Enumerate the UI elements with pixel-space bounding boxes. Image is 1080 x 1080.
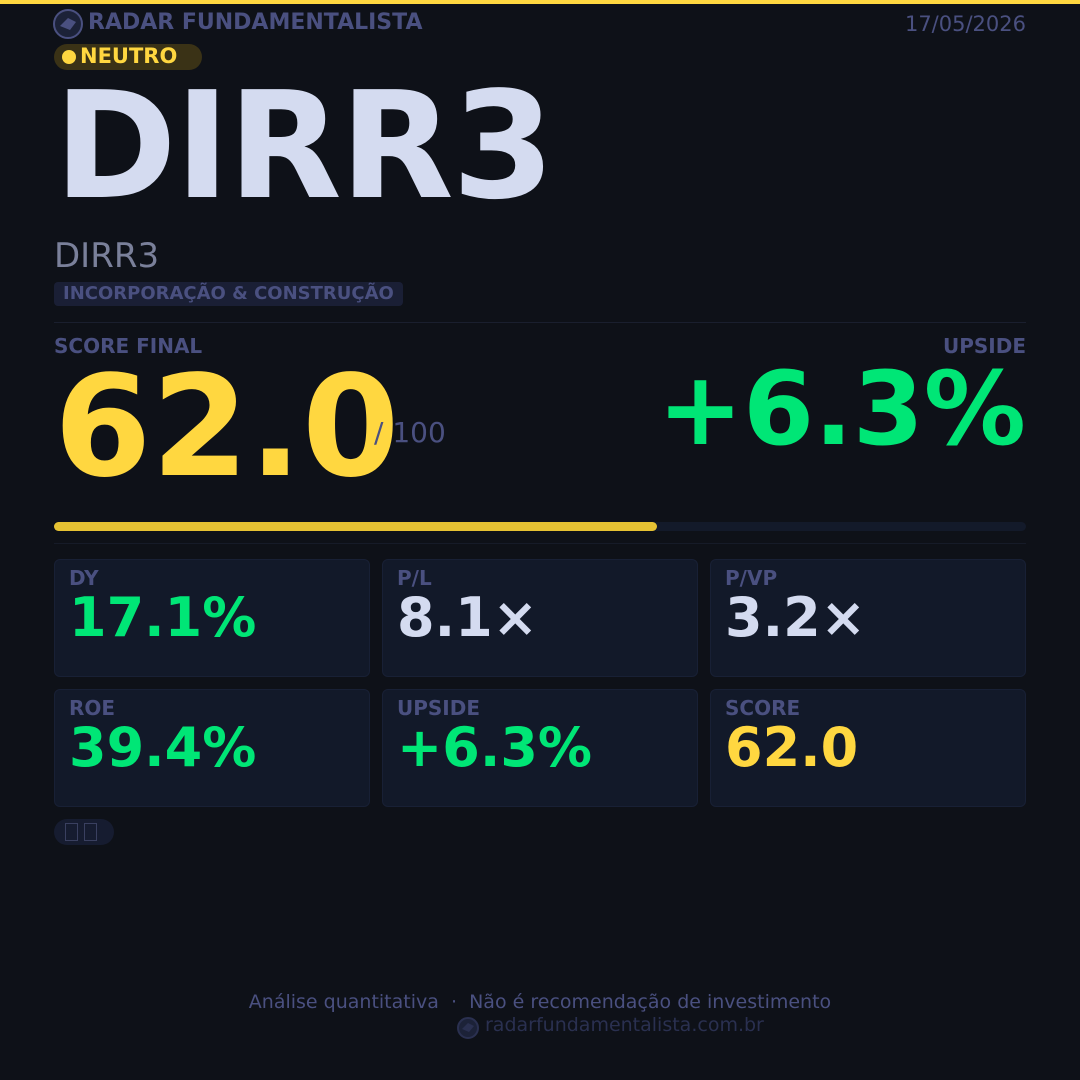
score-title: SCORE FINAL	[54, 334, 203, 358]
metric-value: 17.1%	[69, 586, 257, 649]
missing-glyph	[65, 823, 78, 841]
sector: INCORPORAÇÃO & CONSTRUÇÃO	[54, 282, 403, 306]
emoji-chip	[54, 819, 114, 845]
top-bar	[0, 0, 1080, 4]
metric-card: P/VP 3.2×	[710, 559, 1026, 677]
badge: NEUTRO	[54, 44, 202, 70]
footer-logo	[457, 1017, 479, 1039]
upside-value: +6.3%	[657, 350, 1026, 469]
metric-value: 62.0	[725, 716, 859, 779]
disclaimer: Análise quantitativa · Não é recomendaçã…	[248, 991, 832, 1013]
metric-value: 3.2×	[725, 586, 866, 649]
badge-text: NEUTRO	[80, 44, 178, 68]
brand: RADAR FUNDAMENTALISTA	[88, 10, 423, 35]
metric-label: ROE	[69, 696, 116, 720]
logo	[53, 9, 83, 39]
metric-card: ROE 39.4%	[54, 689, 370, 807]
metric-label: SCORE	[725, 696, 801, 720]
metric-card: DY 17.1%	[54, 559, 370, 677]
metric-value: 39.4%	[69, 716, 257, 779]
metric-label: UPSIDE	[397, 696, 481, 720]
divider	[54, 543, 1026, 544]
score-value: 62.0	[54, 346, 400, 509]
missing-glyph	[84, 823, 97, 841]
metric-value: +6.3%	[397, 716, 593, 779]
metric-label: P/VP	[725, 566, 778, 590]
date: 17/05/2026	[904, 12, 1026, 36]
score-bar	[54, 522, 657, 531]
metric-value: 8.1×	[397, 586, 538, 649]
score-track	[54, 522, 1026, 531]
metric-card: UPSIDE +6.3%	[382, 689, 698, 807]
metric-label: DY	[69, 566, 99, 590]
metric-card: P/L 8.1×	[382, 559, 698, 677]
metric-label: P/L	[397, 566, 432, 590]
upside-title: UPSIDE	[942, 334, 1026, 358]
badge-dot	[62, 50, 76, 64]
score-max: / 100	[374, 416, 446, 449]
divider	[54, 322, 1026, 323]
ticker: DIRR3	[54, 60, 555, 232]
metric-card: SCORE 62.0	[710, 689, 1026, 807]
company-name: DIRR3	[54, 236, 160, 276]
url: radarfundamentalista.com.br	[485, 1014, 764, 1036]
